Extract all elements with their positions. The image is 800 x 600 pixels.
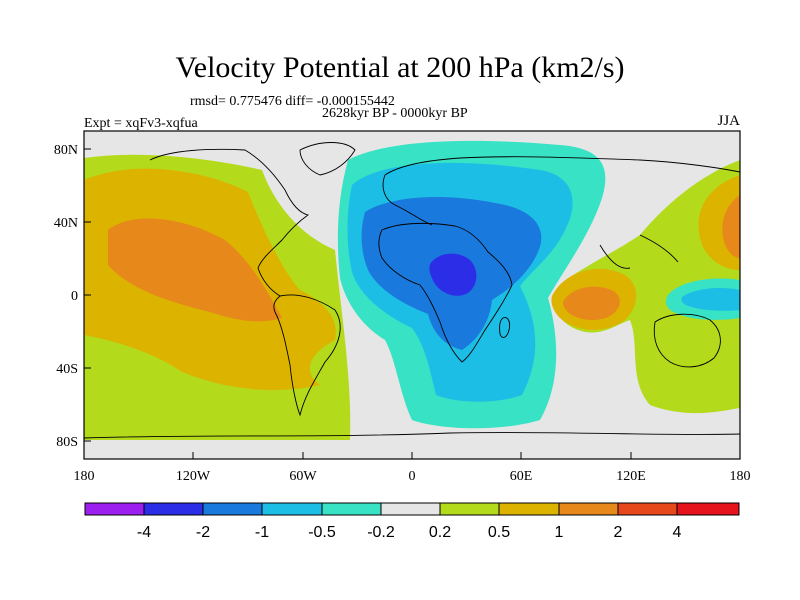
west-pacific-region-neg0.5 bbox=[681, 288, 740, 311]
colorbar-box-9 bbox=[558, 502, 619, 516]
coastline-antarctica bbox=[84, 432, 740, 439]
y-tick-label-80N: 80N bbox=[54, 143, 78, 158]
contour-fill-layer bbox=[84, 131, 740, 459]
colorbar-box-4 bbox=[261, 502, 323, 516]
colorbar-box-10 bbox=[617, 502, 678, 516]
colorbar-label-1: 1 bbox=[555, 524, 564, 541]
colorbar: -4 -2 -1 -0.5 -0.2 0.2 0.5 1 2 4 bbox=[84, 502, 740, 541]
colorbar-label-0.5: 0.5 bbox=[488, 524, 510, 541]
coastline-madagascar bbox=[499, 317, 511, 338]
colorbar-box-11 bbox=[676, 502, 740, 516]
colorbar-label-neg0.2: -0.2 bbox=[367, 524, 395, 541]
colorbar-box-5 bbox=[321, 502, 382, 516]
y-tick-label-0: 0 bbox=[71, 289, 78, 304]
colorbar-label-neg2: -2 bbox=[196, 524, 210, 541]
colorbar-box-6 bbox=[380, 502, 441, 516]
colorbar-label-neg4: -4 bbox=[137, 524, 151, 541]
coastline-south-america bbox=[273, 294, 341, 417]
colorbar-label-2: 2 bbox=[614, 524, 623, 541]
coastlines bbox=[84, 142, 740, 439]
rmsd-subtitle: rmsd= 0.775476 diff= -0.000155442 bbox=[190, 94, 395, 109]
colorbar-label-4: 4 bbox=[673, 524, 682, 541]
colorbar-box-7 bbox=[439, 502, 500, 516]
y-tick-label-80S: 80S bbox=[56, 435, 78, 450]
coastline-australia bbox=[653, 313, 721, 368]
x-tick-label-120W: 120W bbox=[176, 469, 211, 484]
colorbar-box-8 bbox=[498, 502, 560, 516]
y-tick-labels: 80N 40N 0 40S 80S bbox=[54, 143, 78, 450]
coastline-africa bbox=[378, 222, 513, 363]
chart-title: Velocity Potential at 200 hPa (km2/s) bbox=[175, 51, 625, 84]
africa-region-neg2 bbox=[429, 253, 477, 296]
x-tick-label-180W: 180 bbox=[74, 469, 95, 484]
coastline-north-america bbox=[149, 148, 310, 297]
x-tick-label-180E: 180 bbox=[730, 469, 751, 484]
colorbar-label-0.2: 0.2 bbox=[429, 524, 451, 541]
period-subtitle: 2628kyr BP - 0000kyr BP bbox=[322, 106, 468, 121]
colorbar-box-3 bbox=[202, 502, 263, 516]
colorbar-box-1 bbox=[84, 502, 145, 516]
asia-pacific-region-0.2 bbox=[554, 160, 740, 414]
colorbar-label-neg0.5: -0.5 bbox=[308, 524, 336, 541]
y-axis bbox=[84, 148, 91, 442]
season-label: JJA bbox=[717, 113, 740, 129]
colorbar-box-2 bbox=[143, 502, 204, 516]
coastline-eurasia bbox=[382, 156, 740, 269]
x-tick-label-60W: 60W bbox=[289, 469, 317, 484]
y-tick-label-40N: 40N bbox=[54, 216, 78, 231]
x-tick-labels: 180 120W 60W 0 60E 120E 180 bbox=[74, 469, 751, 484]
x-tick-label-120E: 120E bbox=[616, 469, 646, 484]
coastline-greenland bbox=[299, 142, 356, 176]
x-tick-label-0: 0 bbox=[409, 469, 416, 484]
indian-ocean-region-1 bbox=[562, 286, 620, 321]
asia-region-1 bbox=[722, 195, 740, 258]
pacific-region-1 bbox=[108, 218, 282, 322]
colorbar-label-neg1: -1 bbox=[255, 524, 269, 541]
experiment-label: Expt = xqFv3-xqfua bbox=[84, 116, 198, 131]
x-tick-label-60E: 60E bbox=[510, 469, 533, 484]
y-tick-label-40S: 40S bbox=[56, 362, 78, 377]
x-axis bbox=[83, 452, 741, 459]
